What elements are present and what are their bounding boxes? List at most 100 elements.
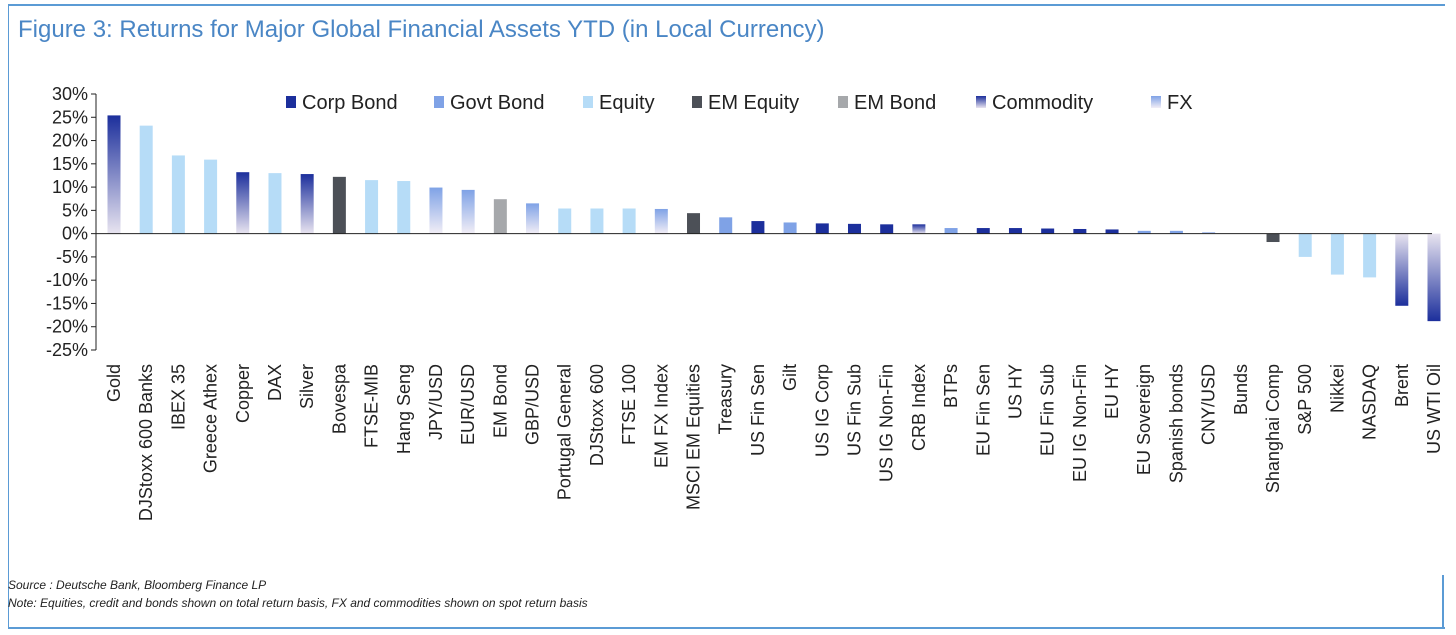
bar-ibex-35 bbox=[171, 155, 185, 234]
category-label: DAX bbox=[265, 364, 285, 401]
category-label: Gilt bbox=[780, 364, 800, 391]
bar-gbp-usd bbox=[526, 203, 540, 234]
category-label: EU Fin Sen bbox=[973, 364, 993, 456]
bar-portugal-general bbox=[558, 208, 572, 234]
y-tick-label: 0% bbox=[62, 224, 88, 244]
bar-cny-usd bbox=[1202, 232, 1216, 234]
bar-dax bbox=[268, 173, 282, 234]
category-label: Greece Athex bbox=[201, 364, 221, 473]
category-label: FTSE 100 bbox=[619, 364, 639, 445]
category-label: S&P 500 bbox=[1295, 364, 1315, 435]
category-label: DJStoxx 600 Banks bbox=[136, 364, 156, 521]
bar-ftse-mib bbox=[365, 180, 379, 234]
bar-djstoxx-600 bbox=[590, 208, 604, 234]
category-label: Brent bbox=[1392, 364, 1412, 407]
y-tick-label: -5% bbox=[56, 247, 88, 267]
category-label: JPY/USD bbox=[426, 364, 446, 440]
bar-eur-usd bbox=[461, 189, 475, 234]
category-label: NASDAQ bbox=[1360, 364, 1380, 440]
bars bbox=[107, 115, 1441, 322]
category-label: US WTI Oil bbox=[1424, 364, 1444, 454]
legend-label: FX bbox=[1167, 92, 1193, 114]
category-label: Silver bbox=[297, 364, 317, 409]
category-label: CNY/USD bbox=[1199, 364, 1219, 445]
legend-swatch-em-equity bbox=[692, 96, 702, 108]
bar-s-p-500 bbox=[1298, 233, 1312, 257]
figure-title: Figure 3: Returns for Major Global Finan… bbox=[18, 16, 825, 43]
bar-chart: 30% 25% 20% 15% 10% 5% 0% -5% -10% -15% -20% -25% G… bbox=[46, 84, 1444, 521]
bar-bovespa bbox=[332, 176, 346, 234]
methodology-note: Note: Equities, credit and bonds shown o… bbox=[8, 596, 588, 610]
category-label: US HY bbox=[1005, 364, 1025, 419]
bar-crb-index bbox=[912, 224, 926, 234]
bar-treasury bbox=[719, 217, 733, 234]
bar-eu-fin-sub bbox=[1041, 228, 1055, 234]
bar-us-fin-sub bbox=[847, 223, 861, 234]
category-labels: Gold DJStoxx 600 Banks IBEX 35 Greece Athex… bbox=[104, 363, 1444, 521]
bar-brent bbox=[1395, 233, 1409, 306]
category-label: DJStoxx 600 bbox=[587, 364, 607, 466]
bar-ftse-100 bbox=[622, 208, 636, 234]
category-label: EM FX Index bbox=[651, 364, 671, 468]
legend-label: EM Bond bbox=[854, 92, 936, 114]
legend-swatch-govt-bond bbox=[434, 96, 444, 108]
bar-btps bbox=[944, 228, 958, 234]
bar-shanghai-comp bbox=[1266, 233, 1280, 243]
bar-hang-seng bbox=[397, 181, 411, 234]
legend-swatch-corp-bond bbox=[286, 96, 296, 108]
y-axis: 30% 25% 20% 15% 10% 5% 0% -5% -10% -15% -20% -25% bbox=[46, 84, 97, 360]
category-label: GBP/USD bbox=[523, 364, 543, 445]
bar-em-bond bbox=[493, 199, 507, 234]
category-label: Nikkei bbox=[1327, 364, 1347, 413]
y-tick-label: -25% bbox=[46, 340, 88, 360]
category-label: Portugal General bbox=[555, 364, 575, 500]
legend-swatch-equity bbox=[583, 96, 593, 108]
bar-jpy-usd bbox=[429, 187, 443, 234]
category-label: EU HY bbox=[1102, 364, 1122, 419]
category-label: CRB Index bbox=[909, 364, 929, 451]
bar-greece-athex bbox=[204, 159, 218, 234]
category-label: EU Fin Sub bbox=[1038, 364, 1058, 456]
y-tick-label: -15% bbox=[46, 293, 88, 313]
category-label: Shanghai Comp bbox=[1263, 364, 1283, 493]
category-label: EU Sovereign bbox=[1134, 364, 1154, 475]
category-label: US Fin Sub bbox=[844, 364, 864, 456]
bar-gilt bbox=[783, 222, 797, 234]
y-tick-label: -20% bbox=[46, 317, 88, 337]
category-label: Gold bbox=[104, 364, 124, 402]
bar-silver bbox=[300, 174, 314, 234]
bar-gold bbox=[107, 115, 121, 234]
category-label: EUR/USD bbox=[458, 364, 478, 445]
legend: Corp Bond Govt Bond Equity EM Equity EM Bond… bbox=[286, 92, 1193, 114]
y-tick-label: 25% bbox=[52, 107, 88, 127]
bar-eu-hy bbox=[1105, 229, 1119, 234]
legend-label: Corp Bond bbox=[302, 92, 398, 114]
bar-copper bbox=[236, 172, 250, 234]
frame-right-edge bbox=[1442, 575, 1444, 627]
figure-frame bbox=[8, 4, 1445, 629]
y-tick-label: 30% bbox=[52, 84, 88, 104]
bar-eu-sovereign bbox=[1137, 230, 1151, 234]
bar-msci-em-equities bbox=[687, 213, 701, 234]
bar-us-fin-sen bbox=[751, 221, 765, 234]
legend-swatch-fx bbox=[1151, 96, 1161, 108]
category-label: BTPs bbox=[941, 364, 961, 408]
legend-label: EM Equity bbox=[708, 92, 799, 114]
bar-nasdaq bbox=[1363, 233, 1377, 278]
bar-spanish-bonds bbox=[1169, 230, 1183, 234]
y-tick-label: -10% bbox=[46, 270, 88, 290]
category-label: US IG Non-Fin bbox=[877, 364, 897, 482]
legend-label: Govt Bond bbox=[450, 92, 545, 114]
bar-eu-fin-sen bbox=[976, 228, 990, 234]
category-label: EM Bond bbox=[490, 364, 510, 438]
bar-eu-ig-non-fin bbox=[1073, 228, 1087, 234]
category-label: Bunds bbox=[1231, 364, 1251, 415]
category-label: US Fin Sen bbox=[748, 364, 768, 456]
y-tick-label: 15% bbox=[52, 154, 88, 174]
bar-us-hy bbox=[1008, 228, 1022, 234]
bar-us-ig-non-fin bbox=[880, 224, 894, 234]
y-tick-label: 20% bbox=[52, 131, 88, 151]
legend-swatch-commodity bbox=[976, 96, 986, 108]
bar-djstoxx-600-banks bbox=[139, 125, 153, 234]
y-tick-label: 10% bbox=[52, 177, 88, 197]
